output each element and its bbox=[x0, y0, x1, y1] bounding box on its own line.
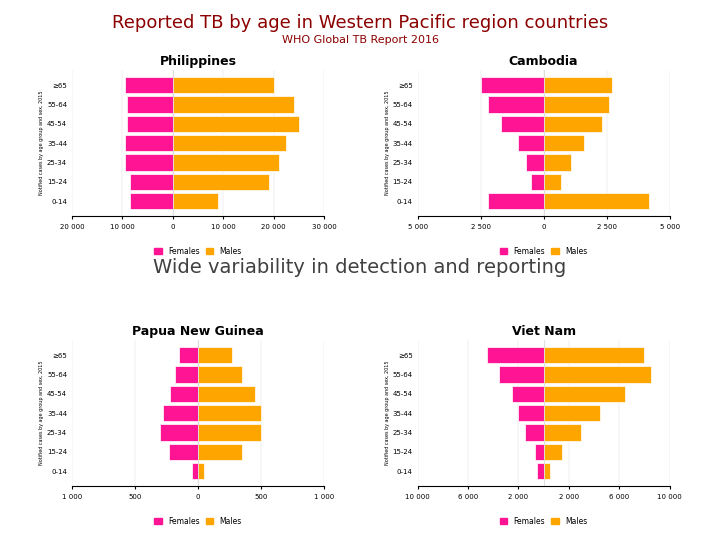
Bar bbox=[544, 77, 611, 93]
Bar bbox=[535, 443, 544, 460]
Bar bbox=[198, 405, 261, 421]
Bar bbox=[500, 366, 544, 383]
Bar bbox=[544, 173, 561, 190]
Title: Viet Nam: Viet Nam bbox=[511, 325, 576, 338]
Bar bbox=[130, 193, 173, 210]
Title: Papua New Guinea: Papua New Guinea bbox=[132, 325, 264, 338]
Bar bbox=[488, 193, 544, 210]
Bar bbox=[531, 173, 544, 190]
Title: Cambodia: Cambodia bbox=[509, 55, 578, 68]
Bar bbox=[544, 424, 581, 441]
Bar bbox=[198, 366, 242, 383]
Bar bbox=[544, 463, 550, 480]
Bar bbox=[198, 463, 204, 480]
Legend: Females, Males: Females, Males bbox=[151, 244, 245, 259]
Y-axis label: Notified cases by age group and sex, 2015: Notified cases by age group and sex, 201… bbox=[384, 91, 390, 195]
Bar bbox=[544, 347, 644, 363]
Bar bbox=[173, 96, 294, 113]
Y-axis label: Notified cases by age group and sex, 2015: Notified cases by age group and sex, 201… bbox=[384, 361, 390, 465]
Bar bbox=[179, 347, 198, 363]
Legend: Females, Males: Females, Males bbox=[151, 514, 245, 529]
Y-axis label: Notified cases by age group and sex, 2015: Notified cases by age group and sex, 201… bbox=[39, 91, 44, 195]
Bar bbox=[173, 77, 274, 93]
Bar bbox=[198, 424, 261, 441]
Bar bbox=[544, 443, 562, 460]
Bar bbox=[130, 173, 173, 190]
Bar bbox=[526, 154, 544, 171]
Bar bbox=[173, 193, 218, 210]
Bar bbox=[525, 424, 544, 441]
Bar bbox=[480, 77, 544, 93]
Bar bbox=[544, 386, 626, 402]
Bar bbox=[173, 173, 269, 190]
Bar bbox=[518, 405, 544, 421]
Bar bbox=[125, 77, 173, 93]
Bar bbox=[544, 366, 651, 383]
Y-axis label: Notified cases by age group and sex, 2015: Notified cases by age group and sex, 201… bbox=[39, 361, 44, 465]
Bar bbox=[173, 116, 299, 132]
Title: Philippines: Philippines bbox=[160, 55, 236, 68]
Bar bbox=[544, 96, 609, 113]
Bar bbox=[125, 154, 173, 171]
Text: WHO Global TB Report 2016: WHO Global TB Report 2016 bbox=[282, 35, 438, 45]
Bar bbox=[127, 96, 173, 113]
Bar bbox=[518, 135, 544, 151]
Bar bbox=[163, 405, 198, 421]
Bar bbox=[544, 405, 600, 421]
Bar bbox=[488, 96, 544, 113]
Bar bbox=[173, 154, 279, 171]
Bar bbox=[173, 135, 287, 151]
Bar bbox=[512, 386, 544, 402]
Bar bbox=[544, 135, 584, 151]
Bar bbox=[127, 116, 173, 132]
Bar bbox=[125, 135, 173, 151]
Bar bbox=[198, 347, 232, 363]
Bar bbox=[544, 154, 572, 171]
Bar bbox=[487, 347, 544, 363]
Bar bbox=[175, 366, 198, 383]
Bar bbox=[169, 443, 198, 460]
Bar bbox=[192, 463, 198, 480]
Bar bbox=[537, 463, 544, 480]
Text: Reported TB by age in Western Pacific region countries: Reported TB by age in Western Pacific re… bbox=[112, 14, 608, 31]
Bar bbox=[500, 116, 544, 132]
Bar bbox=[198, 386, 255, 402]
Bar bbox=[170, 386, 198, 402]
Text: Wide variability in detection and reporting: Wide variability in detection and report… bbox=[153, 258, 567, 277]
Legend: Females, Males: Females, Males bbox=[497, 514, 590, 529]
Bar bbox=[160, 424, 198, 441]
Legend: Females, Males: Females, Males bbox=[497, 244, 590, 259]
Bar bbox=[544, 116, 601, 132]
Bar bbox=[198, 443, 242, 460]
Bar bbox=[544, 193, 649, 210]
